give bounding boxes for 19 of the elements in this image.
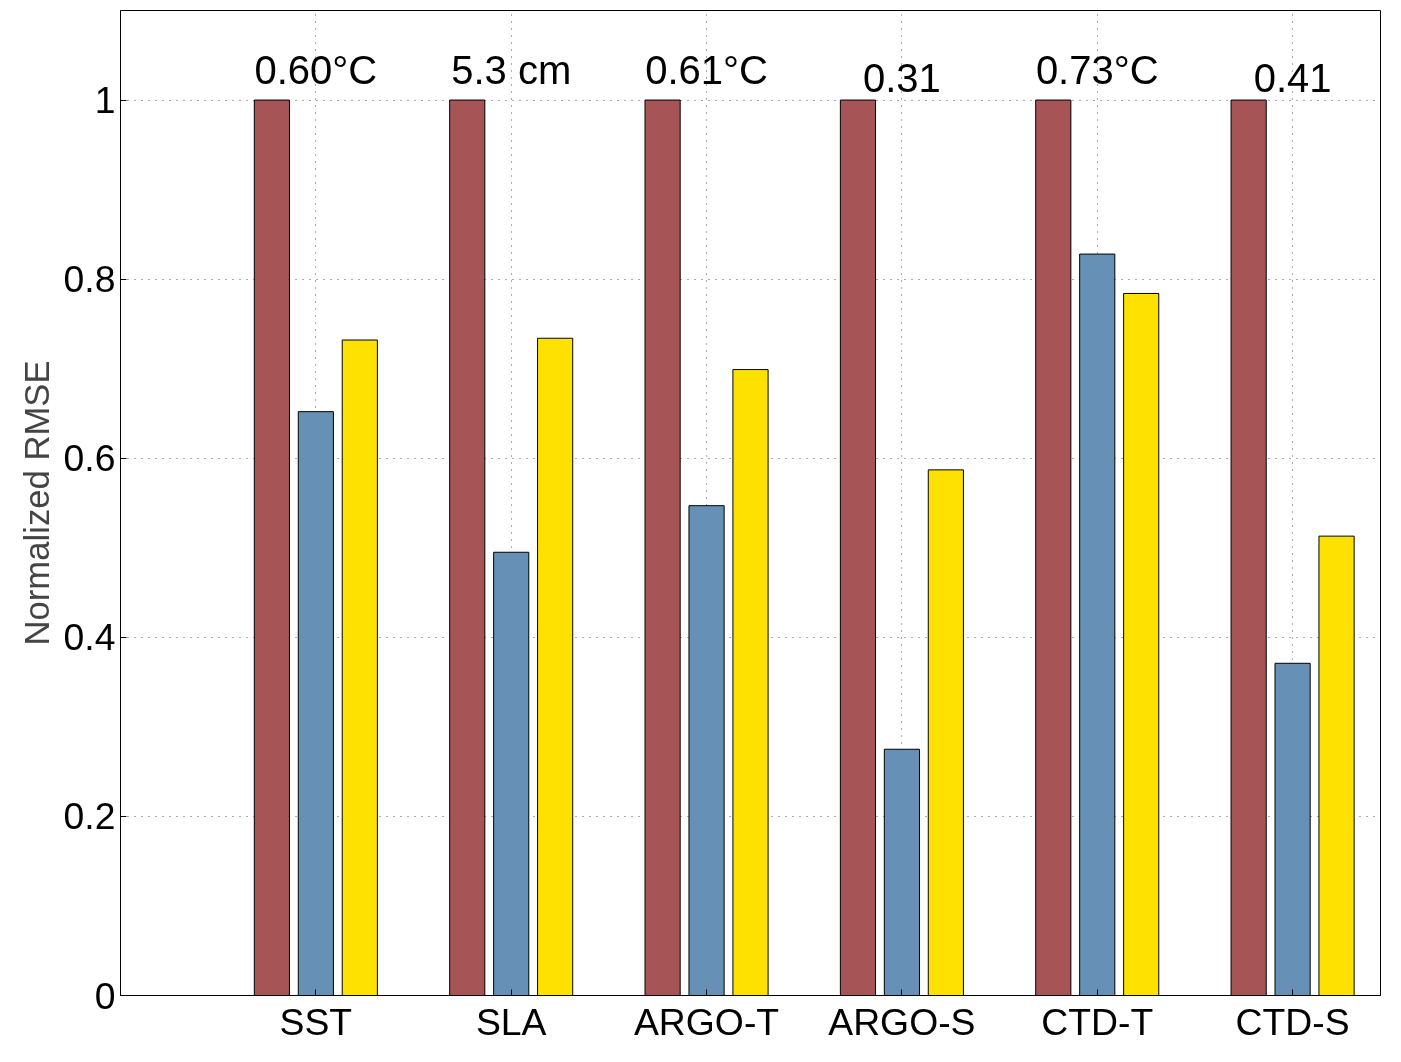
x-tick-label: ARGO-T	[633, 1000, 780, 1043]
x-tick-label: CTD-T	[1041, 1000, 1154, 1043]
y-axis-title: Normalized RMSE	[17, 360, 56, 646]
annotation: 5.3 cm	[451, 48, 572, 93]
y-tick-label: 0	[94, 974, 116, 1017]
annotation: 0.41	[1253, 56, 1332, 101]
annotation: 0.60°C	[254, 48, 378, 93]
x-tick-label: SST	[279, 1000, 353, 1043]
y-tick-label: 1	[94, 79, 116, 122]
annotation: 0.61°C	[645, 48, 768, 93]
annotation: 0.73°C	[1035, 48, 1159, 93]
x-tick-label: CTD-S	[1235, 1000, 1350, 1043]
y-tick-label: 0.2	[63, 795, 116, 838]
annotation: 0.31	[862, 56, 941, 101]
y-tick-label: 0.4	[63, 616, 116, 659]
x-tick-label: SLA	[475, 1000, 547, 1043]
y-tick-label: 0.8	[63, 258, 116, 301]
y-tick-label: 0.6	[63, 437, 116, 480]
x-tick-label: ARGO-S	[828, 1000, 976, 1043]
